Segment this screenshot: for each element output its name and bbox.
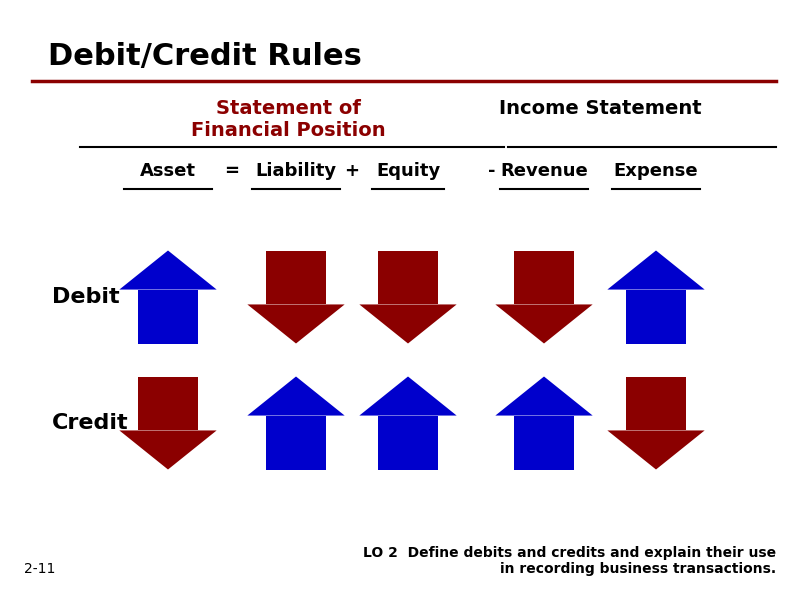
Text: Liability: Liability xyxy=(255,162,337,180)
Polygon shape xyxy=(138,290,198,343)
Text: 2-11: 2-11 xyxy=(24,562,55,576)
Polygon shape xyxy=(247,304,345,343)
Polygon shape xyxy=(378,251,438,304)
Text: Expense: Expense xyxy=(614,162,698,180)
Text: +: + xyxy=(345,162,359,180)
Polygon shape xyxy=(607,251,705,290)
Polygon shape xyxy=(359,377,457,416)
Text: Income Statement: Income Statement xyxy=(498,99,702,118)
Text: Statement of
Financial Position: Statement of Financial Position xyxy=(190,99,386,140)
Polygon shape xyxy=(607,430,705,469)
Polygon shape xyxy=(266,251,326,304)
Text: LO 2  Define debits and credits and explain their use
in recording business tran: LO 2 Define debits and credits and expla… xyxy=(363,546,776,576)
Text: Debit: Debit xyxy=(52,287,120,307)
Polygon shape xyxy=(495,304,593,343)
Text: Equity: Equity xyxy=(376,162,440,180)
Polygon shape xyxy=(626,377,686,430)
Polygon shape xyxy=(495,377,593,416)
Text: =: = xyxy=(225,162,239,180)
Polygon shape xyxy=(626,290,686,343)
Polygon shape xyxy=(378,416,438,469)
Polygon shape xyxy=(138,377,198,430)
Polygon shape xyxy=(266,416,326,469)
Polygon shape xyxy=(119,251,217,290)
Polygon shape xyxy=(247,377,345,416)
Text: Revenue: Revenue xyxy=(500,162,588,180)
Text: Asset: Asset xyxy=(140,162,196,180)
Text: -: - xyxy=(488,162,496,180)
Polygon shape xyxy=(514,251,574,304)
Text: Credit: Credit xyxy=(52,413,129,433)
Polygon shape xyxy=(119,430,217,469)
Polygon shape xyxy=(514,416,574,469)
Text: Debit/Credit Rules: Debit/Credit Rules xyxy=(48,42,362,71)
Polygon shape xyxy=(359,304,457,343)
